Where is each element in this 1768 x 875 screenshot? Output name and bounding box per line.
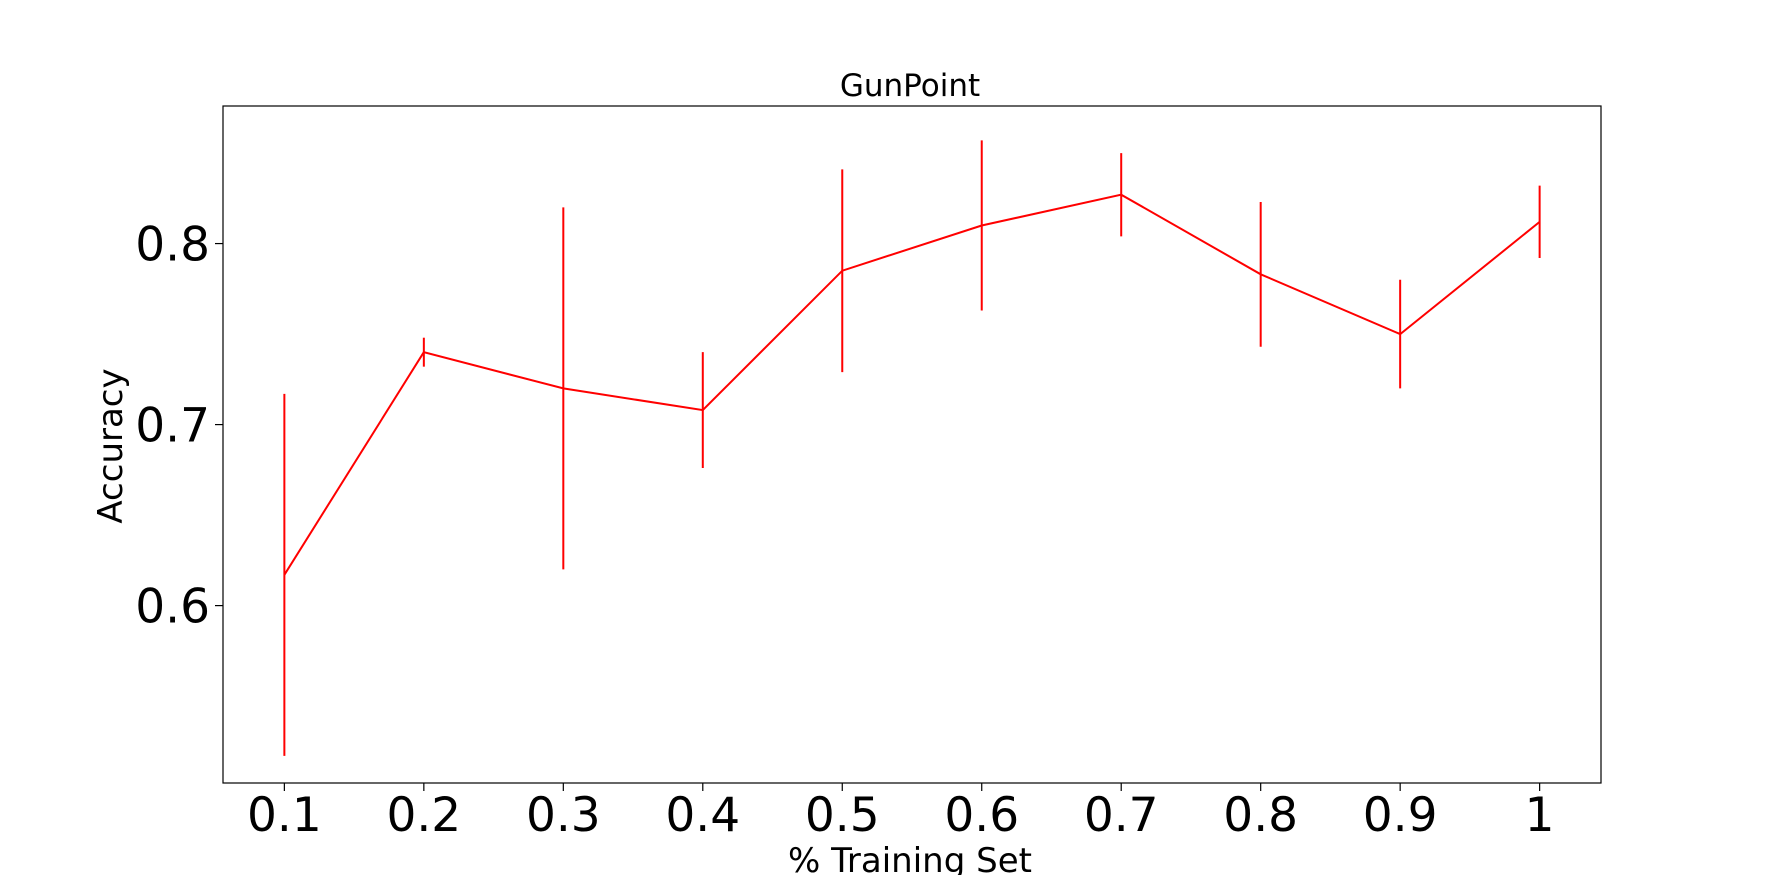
y-axis-label: Accuracy: [91, 368, 131, 523]
series-line: [283, 193, 1541, 576]
x-tick-label: 0.8: [1223, 788, 1298, 843]
x-tick-label: 0.4: [665, 788, 740, 843]
x-tick-label: 0.7: [1084, 788, 1159, 843]
y-tick-label: 0.7: [135, 399, 210, 454]
x-axis-label: % Training Set: [788, 841, 1032, 875]
x-tick-label: 1: [1525, 788, 1555, 843]
x-tick-label: 0.3: [526, 788, 601, 843]
x-tick-label: 0.5: [805, 788, 880, 843]
y-tick-label: 0.6: [135, 580, 210, 635]
x-axis: 0.1 0.2 0.3 0.4 0.5 0.6 0.7 0.8 0.9 1: [247, 783, 1555, 843]
y-tick-label: 0.8: [135, 218, 210, 273]
x-tick-label: 0.6: [944, 788, 1019, 843]
x-tick-label: 0.9: [1363, 788, 1438, 843]
y-axis: 0.6 0.7 0.8: [135, 218, 223, 635]
chart-title: GunPoint: [840, 68, 980, 104]
plot-area: [222, 105, 1602, 784]
x-tick-label: 0.2: [386, 788, 461, 843]
x-tick-label: 0.1: [247, 788, 322, 843]
series-layer: [283, 140, 1541, 756]
